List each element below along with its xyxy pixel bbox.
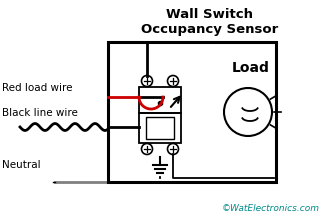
- Text: Wall Switch
Occupancy Sensor: Wall Switch Occupancy Sensor: [141, 8, 279, 36]
- Text: Black line wire: Black line wire: [2, 108, 78, 118]
- Text: Red load wire: Red load wire: [2, 83, 72, 93]
- Text: Neutral: Neutral: [2, 160, 41, 170]
- Text: Load: Load: [232, 61, 270, 75]
- Text: ©WatElectronics.com: ©WatElectronics.com: [222, 204, 320, 213]
